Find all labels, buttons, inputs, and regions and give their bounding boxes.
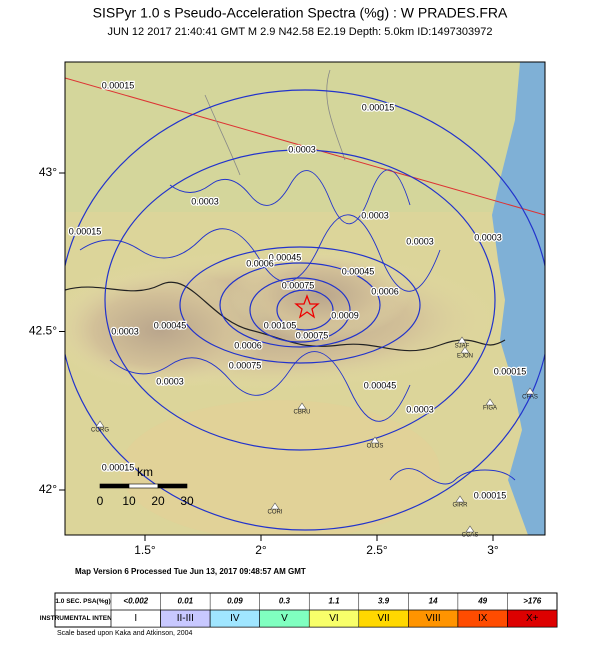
contour-label: 0.00075 (229, 360, 262, 370)
contour-label: 0.0003 (361, 210, 389, 220)
legend-psa: 0.3 (279, 597, 291, 606)
lat-tick-label: 42.5° (29, 324, 57, 338)
reference-note: Scale based upon Kaka and Atkinson, 2004 (57, 630, 193, 637)
title: SISPyr 1.0 s Pseudo-Acceleration Spectra… (93, 5, 508, 21)
contour-label: 0.0003 (191, 196, 219, 206)
fault-line (65, 77, 545, 216)
contour-label: 0.00015 (474, 490, 507, 500)
legend-psa: 49 (477, 597, 487, 606)
station-label: CFAS (522, 395, 538, 401)
legend-intensity: V (281, 613, 288, 624)
station-label: CORI (268, 510, 283, 516)
mountains (65, 270, 270, 390)
subtitle: JUN 12 2017 21:40:41 GMT M 2.9 N42.58 E2… (107, 26, 492, 38)
lon-tick-label: 2.5° (366, 543, 388, 557)
legend-psa: 14 (429, 597, 438, 606)
mountains (230, 250, 410, 340)
scale-segment (128, 483, 159, 489)
contour-label: 0.00075 (282, 280, 315, 290)
legend-psa: 3.9 (378, 597, 390, 606)
station-marker (297, 402, 307, 410)
legend-psa: 0.01 (178, 597, 194, 606)
station-marker (460, 346, 470, 354)
station-marker (465, 525, 475, 533)
station-marker (95, 420, 105, 428)
contour-label: 0.00045 (154, 320, 187, 330)
lon-tick-label: 2° (255, 543, 267, 557)
map-frame (64, 61, 546, 536)
contour-label: 0.0003 (111, 326, 139, 336)
station-marker (457, 336, 467, 344)
legend-header: 1.0 SEC. PSA(%g) (55, 598, 110, 605)
station-label: OLOS (367, 444, 384, 450)
legend-intensity: I (134, 613, 137, 624)
station-label: SJAF (455, 344, 470, 350)
scale-label: 0 (97, 494, 104, 508)
station-marker (485, 398, 495, 406)
contour-label: 0.00045 (342, 266, 375, 276)
contour-label: 0.0003 (474, 232, 502, 242)
legend-intensity: X+ (526, 613, 539, 624)
processed-note: Map Version 6 Processed Tue Jun 13, 2017… (75, 567, 306, 576)
scale-unit: km (137, 465, 153, 479)
contour-label: 0.0006 (246, 258, 274, 268)
lowland (65, 62, 545, 212)
scale-segment (99, 483, 130, 489)
legend-intensity: II-III (177, 613, 194, 624)
contour-label: 0.0006 (371, 286, 399, 296)
station-marker (270, 502, 280, 510)
station-label: EJON (457, 354, 473, 360)
scale-label: 20 (151, 494, 165, 508)
contour-label: 0.00045 (269, 252, 302, 262)
contour-label: 0.00015 (102, 80, 135, 90)
contour-label: 0.0003 (156, 376, 184, 386)
lon-tick-label: 3° (487, 543, 499, 557)
scale-label: 30 (180, 494, 194, 508)
contours (65, 89, 545, 531)
legend-intensity: VI (329, 613, 338, 624)
contour-label: 0.0009 (331, 310, 359, 320)
lat-tick-label: 43° (39, 165, 57, 179)
station-label: CBRU (293, 410, 310, 416)
legend-header: INSTRUMENTAL INTENSITY (40, 615, 127, 622)
region-boundary (204, 69, 346, 176)
sea (492, 62, 545, 535)
station-marker (455, 495, 465, 503)
station-label: GIRR (453, 503, 469, 509)
epicenter (294, 294, 320, 319)
contour-label: 0.0006 (234, 340, 262, 350)
lat-tick-label: 42° (39, 482, 57, 496)
scale-segment (157, 483, 188, 489)
hills (120, 400, 440, 535)
station-marker (370, 436, 380, 444)
station-marker (525, 387, 535, 395)
legend-psa: 0.09 (227, 597, 243, 606)
legend-intensity: IX (478, 613, 488, 624)
contour-label: 0.00015 (362, 102, 395, 112)
contour-label: 0.00105 (264, 320, 297, 330)
station-label: CORG (91, 428, 109, 434)
station-label: FIGA (483, 406, 497, 412)
contour-label: 0.0003 (406, 404, 434, 414)
contour-label: 0.00015 (69, 226, 102, 236)
legend-psa: <0.002 (123, 597, 148, 606)
contour-label: 0.00015 (494, 366, 527, 376)
legend-psa: >176 (523, 597, 542, 606)
contour-label: 0.00015 (102, 462, 135, 472)
scale-label: 10 (122, 494, 136, 508)
station-label: CCAS (462, 533, 479, 539)
contour-label: 0.00045 (364, 380, 397, 390)
legend-intensity: IV (230, 613, 240, 624)
lon-tick-label: 1.5° (134, 543, 156, 557)
map-area (65, 62, 545, 535)
legend-psa: 1.1 (328, 597, 340, 606)
legend-intensity: VII (377, 613, 389, 624)
contour-label: 0.0003 (406, 236, 434, 246)
legend-intensity: VIII (426, 613, 441, 624)
contour-label: 0.0003 (288, 144, 316, 154)
contour-label: 0.00075 (296, 330, 329, 340)
